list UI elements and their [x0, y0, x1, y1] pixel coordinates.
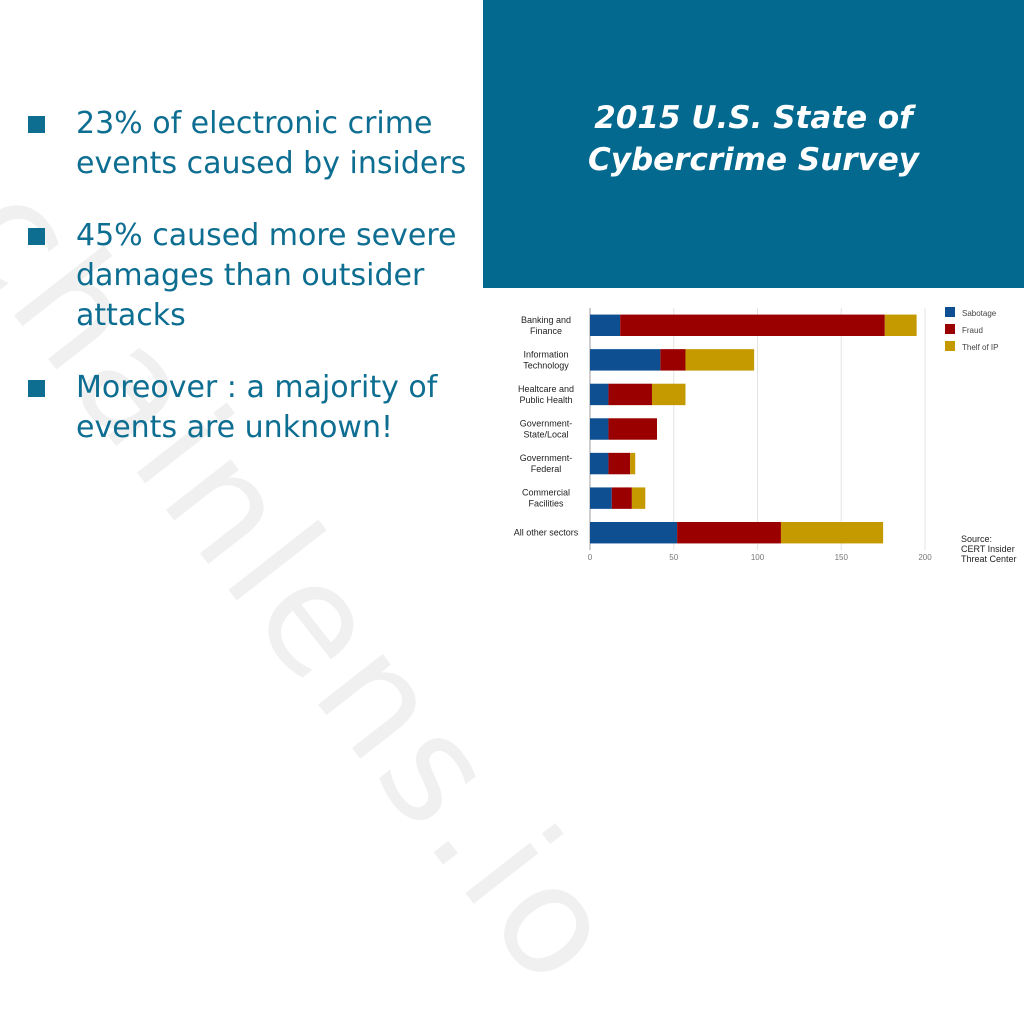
bar-segment-thelf-of-ip — [651, 383, 686, 406]
bar-segment-sabotage — [590, 349, 661, 371]
bullet-item: 45% caused more severe damages than outs… — [28, 216, 478, 336]
bar-segment-thelf-of-ip — [685, 349, 755, 371]
bullet-text: Moreover : a majority of events are unkn… — [76, 370, 438, 445]
y-category-label: Information — [523, 349, 568, 359]
legend-label: Fraud — [962, 326, 983, 335]
y-category-label: Banking and — [521, 315, 571, 325]
bullet-text: 45% caused more severe damages than outs… — [76, 218, 457, 333]
y-category-label: Commercial — [522, 488, 570, 498]
bar-segment-fraud — [608, 383, 652, 406]
y-category-label: Healtcare and — [518, 384, 574, 394]
legend-swatch — [945, 324, 955, 334]
x-tick-label: 150 — [835, 553, 849, 562]
y-category-label: Federal — [531, 464, 562, 474]
bar-segment-fraud — [620, 314, 885, 337]
bar-segment-sabotage — [590, 452, 609, 475]
source-line-2: CERT Insider — [961, 544, 1015, 554]
chart-container: 0 50 100 150 200 Banking and Finance Informatio… — [483, 288, 1024, 576]
bar-segment-thelf-of-ip — [884, 314, 917, 337]
x-tick-label: 0 — [588, 553, 593, 562]
x-tick-label: 200 — [918, 553, 932, 562]
y-category-label: Government- — [520, 453, 573, 463]
bullet-text: 23% of electronic crime events caused by… — [76, 106, 467, 181]
bar-segment-sabotage — [590, 418, 609, 440]
bullet-square-icon — [28, 116, 45, 133]
bar-segment-thelf-of-ip — [780, 521, 884, 544]
bullet-item: 23% of electronic crime events caused by… — [28, 104, 478, 184]
x-tick-label: 50 — [669, 553, 678, 562]
x-tick-label: 100 — [751, 553, 765, 562]
bar-segment-fraud — [660, 349, 686, 371]
bullet-square-icon — [28, 380, 45, 397]
legend-label: Sabotage — [962, 309, 997, 318]
bullet-square-icon — [28, 228, 45, 245]
title-line-2: Cybercrime Survey — [588, 142, 919, 178]
bullet-list: 23% of electronic crime events caused by… — [28, 104, 478, 480]
bar-segment-fraud — [611, 487, 632, 509]
y-category-label: State/Local — [523, 430, 568, 440]
y-category-label: All other sectors — [514, 528, 579, 538]
y-category-label: Government- — [520, 419, 573, 429]
source-line-3: Threat Center — [961, 554, 1017, 564]
source-line-1: Source: — [961, 534, 993, 544]
bar-segment-sabotage — [590, 521, 678, 544]
bar-segment-sabotage — [590, 314, 621, 337]
bullet-item: Moreover : a majority of events are unkn… — [28, 368, 478, 448]
bar-segment-thelf-of-ip — [631, 487, 646, 509]
bar-segment-sabotage — [590, 487, 612, 509]
legend-swatch — [945, 307, 955, 317]
legend-label: Thelf of IP — [962, 343, 998, 352]
y-category-label: Finance — [530, 326, 562, 336]
title-panel: 2015 U.S. State of Cybercrime Survey — [483, 0, 1024, 288]
bar-segment-fraud — [608, 418, 657, 440]
title-line-1: 2015 U.S. State of — [594, 100, 913, 136]
bar-segment-fraud — [608, 452, 631, 475]
bar-segment-fraud — [677, 521, 781, 544]
bar-segment-sabotage — [590, 383, 609, 406]
y-category-label: Public Health — [519, 395, 572, 405]
y-category-label: Facilities — [528, 499, 564, 509]
legend-swatch — [945, 341, 955, 351]
bar-segment-thelf-of-ip — [630, 452, 636, 475]
source-note: Source: CERT Insider Threat Center — [961, 534, 1023, 564]
slide-title: 2015 U.S. State of Cybercrime Survey — [588, 97, 919, 181]
y-category-label: Technology — [523, 360, 569, 370]
